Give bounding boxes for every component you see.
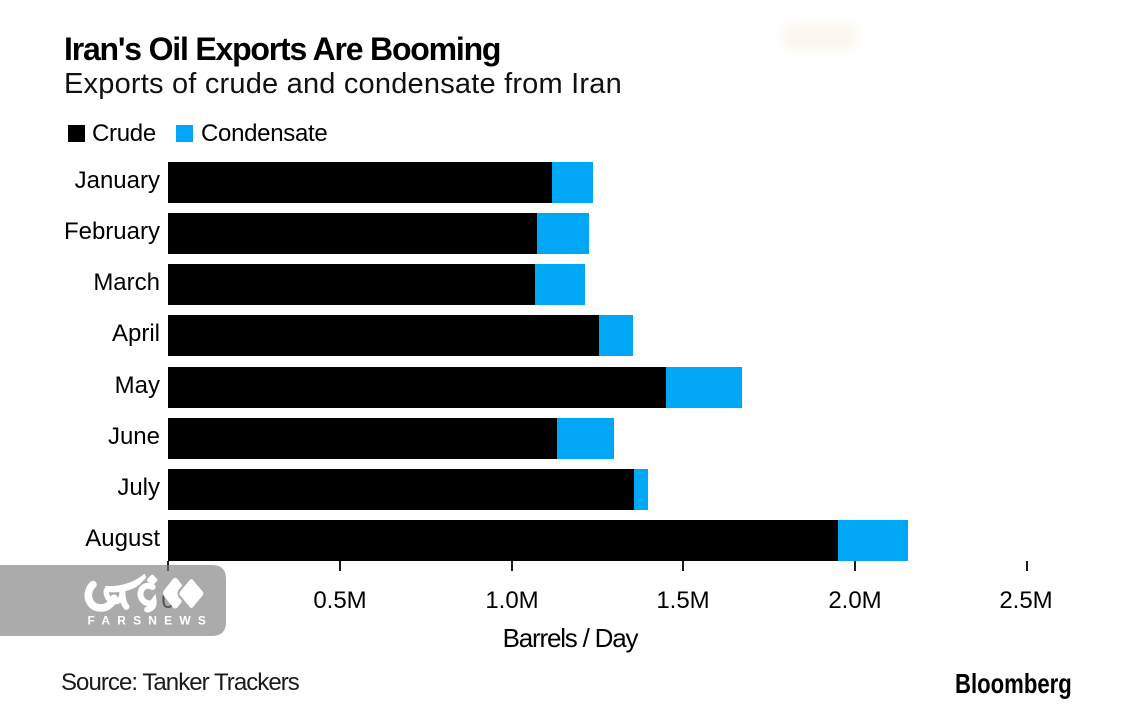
svg-text:FARSNEWS: FARSNEWS	[88, 613, 214, 627]
